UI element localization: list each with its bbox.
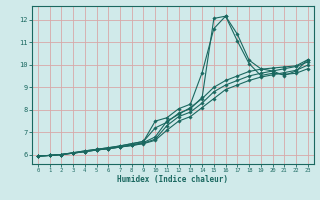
X-axis label: Humidex (Indice chaleur): Humidex (Indice chaleur)	[117, 175, 228, 184]
